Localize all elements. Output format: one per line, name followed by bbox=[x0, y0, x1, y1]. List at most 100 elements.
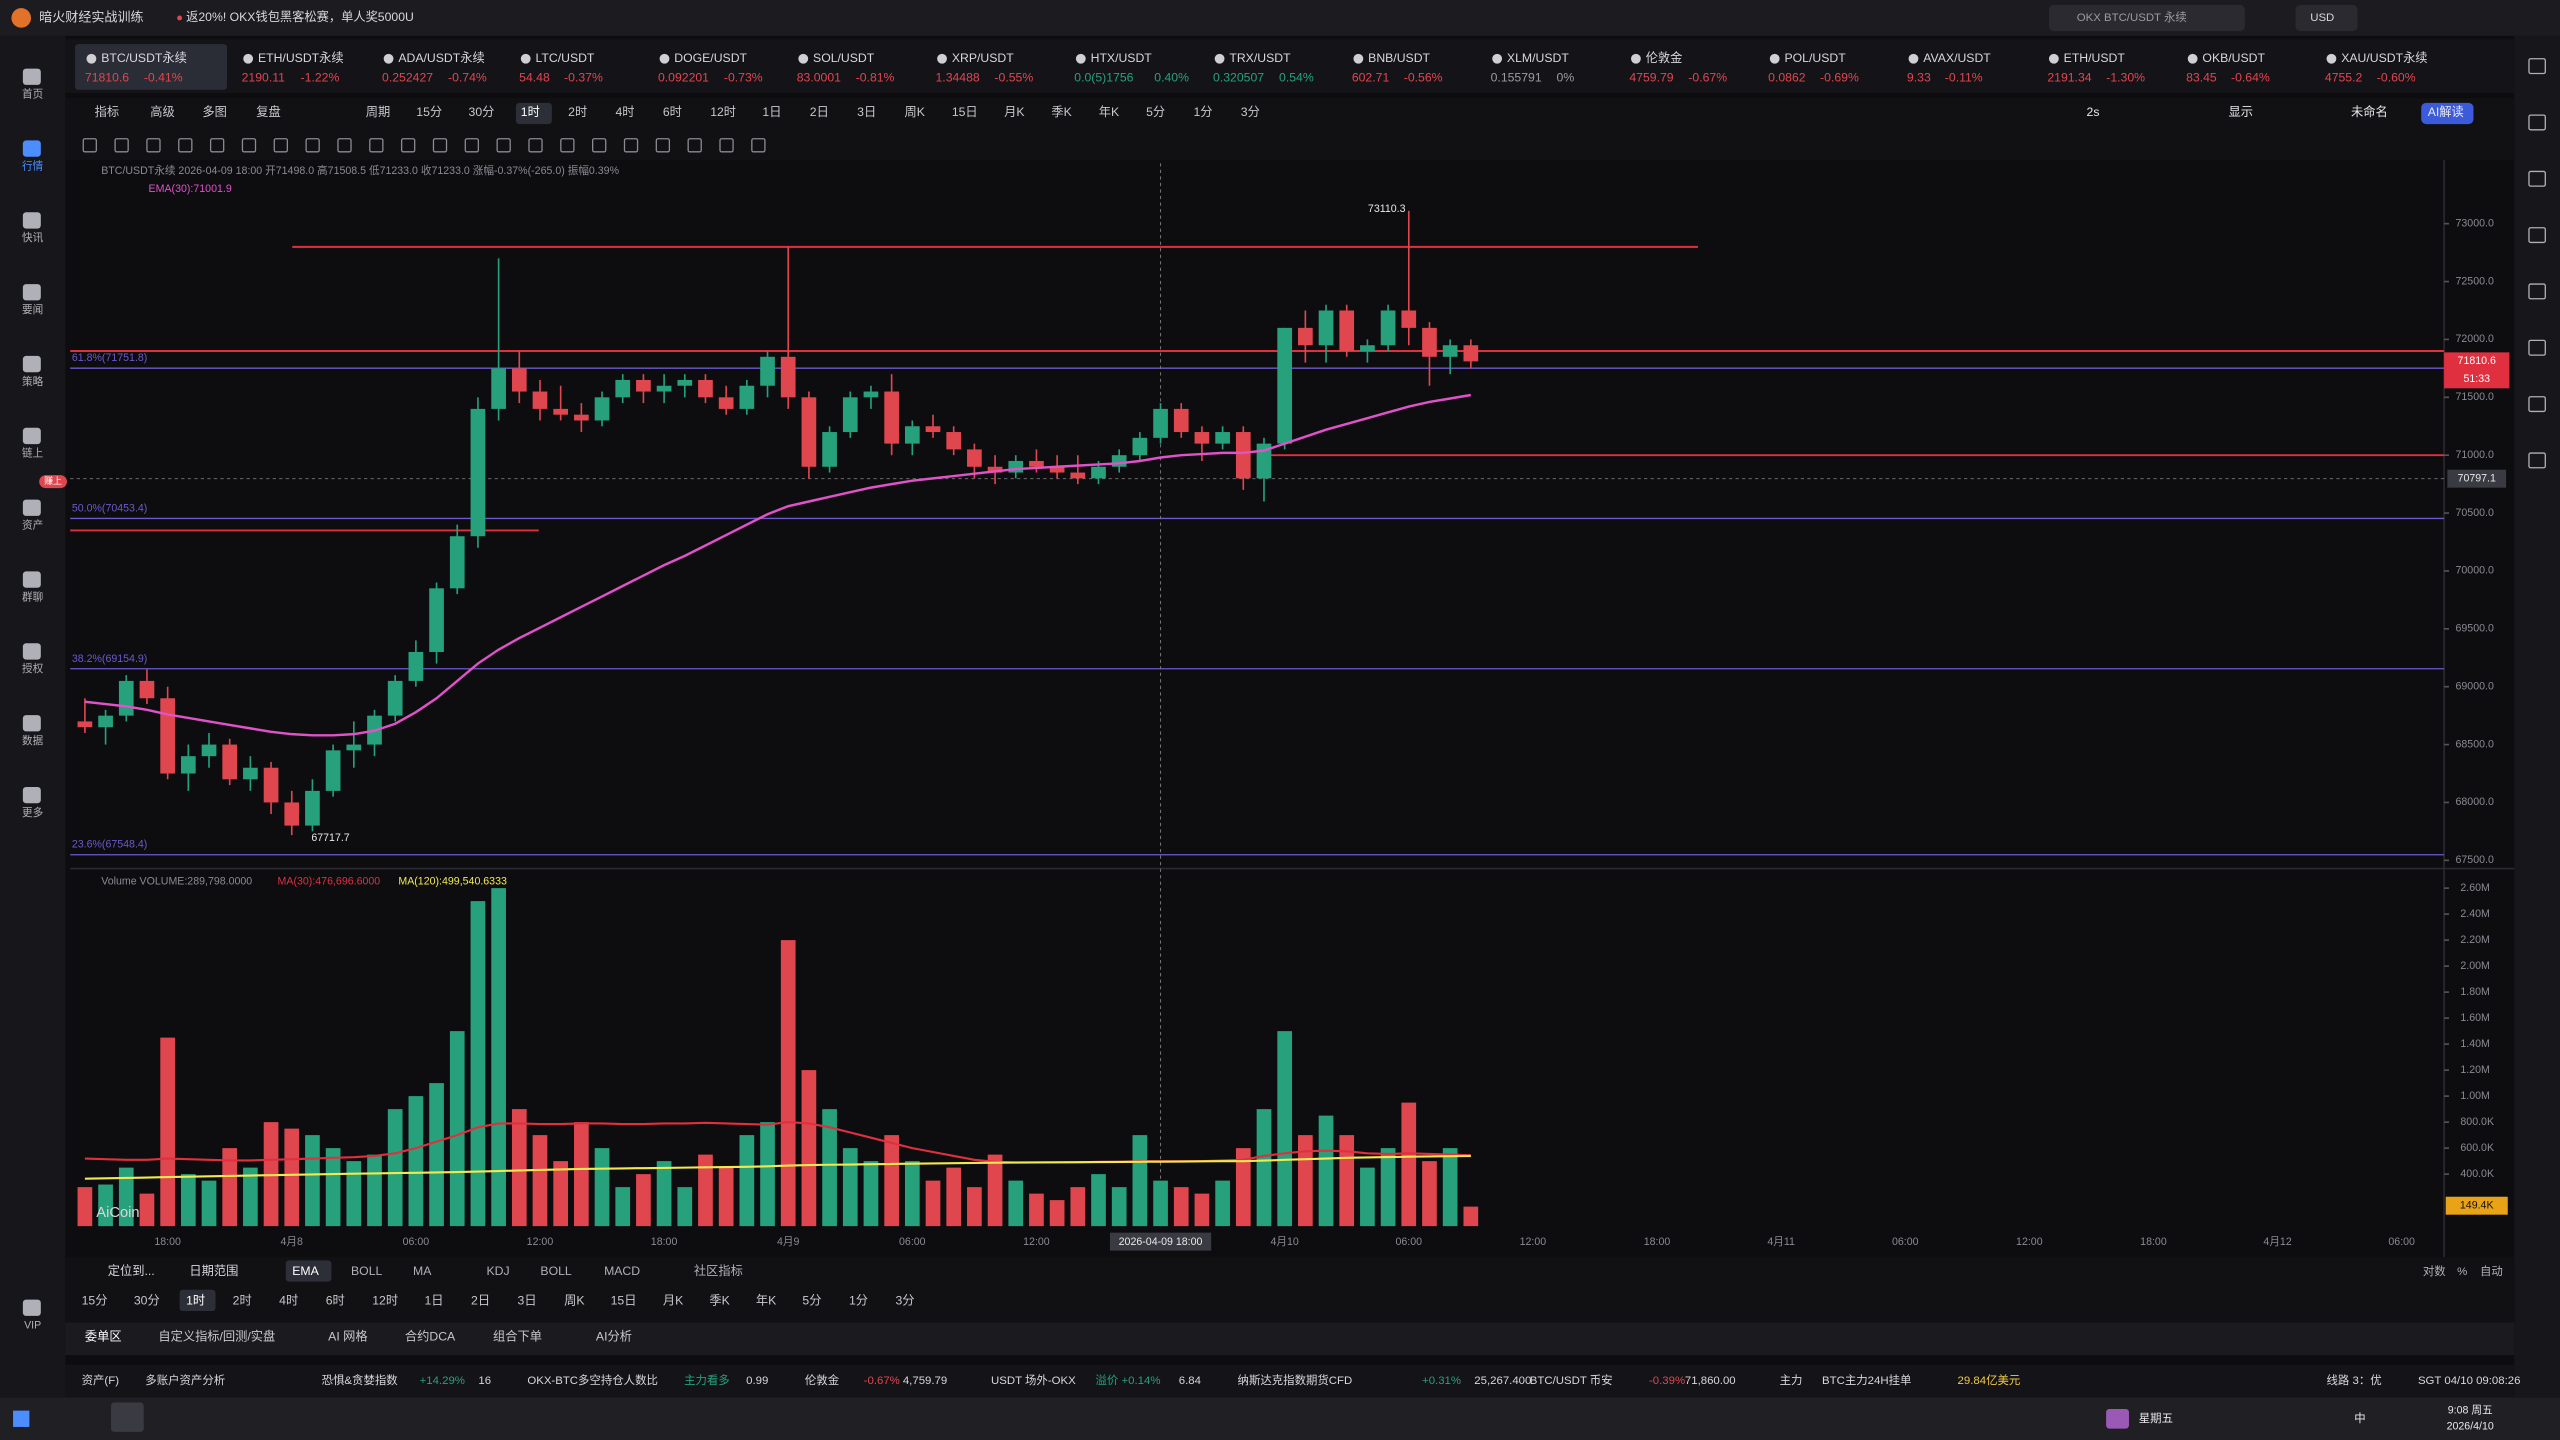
timeframe-button[interactable]: 15日 bbox=[611, 1293, 637, 1307]
indicator-row-item[interactable]: 日期范围 bbox=[189, 1264, 238, 1278]
tab[interactable]: AI 网格 bbox=[328, 1328, 367, 1343]
drawing-tool-icon[interactable] bbox=[273, 138, 288, 153]
period-button[interactable]: 4时 bbox=[616, 105, 635, 119]
timeframe-button[interactable]: 15分 bbox=[82, 1293, 108, 1307]
sidebar-icon[interactable] bbox=[22, 1299, 41, 1316]
ticker-name[interactable]: 伦敦金 bbox=[1646, 50, 1683, 65]
period-button[interactable]: 2时 bbox=[568, 105, 587, 119]
timeframe-button[interactable]: 周K bbox=[564, 1293, 585, 1307]
scale-option[interactable]: 对数 bbox=[2423, 1264, 2446, 1278]
tab[interactable]: 自定义指标/回测/实盘 bbox=[158, 1328, 275, 1343]
scale-option[interactable]: 自动 bbox=[2480, 1265, 2503, 1278]
ticker-name[interactable]: XLM/USDT bbox=[1507, 51, 1569, 65]
timeframe-button[interactable]: 6时 bbox=[326, 1293, 345, 1307]
sidebar-label[interactable]: 群聊 bbox=[22, 590, 43, 603]
timeframe-button[interactable]: 5分 bbox=[802, 1293, 821, 1307]
ticker-name[interactable]: OKB/USDT bbox=[2202, 51, 2265, 65]
drawing-tool-icon[interactable] bbox=[337, 138, 352, 153]
drawing-tool-icon[interactable] bbox=[178, 138, 193, 153]
drawing-tool-icon[interactable] bbox=[369, 138, 384, 153]
toolbar-item[interactable]: 复盘 bbox=[256, 104, 280, 119]
ticker-name[interactable]: HTX/USDT bbox=[1091, 51, 1153, 65]
sidebar-label[interactable]: 更多 bbox=[22, 806, 43, 819]
period-button[interactable]: 3分 bbox=[1241, 105, 1260, 119]
tab[interactable]: 合约DCA bbox=[405, 1328, 456, 1343]
search-box[interactable] bbox=[2048, 4, 2245, 32]
ticker-name[interactable]: ADA/USDT永续 bbox=[398, 51, 484, 65]
sidebar-label[interactable]: 数据 bbox=[22, 734, 44, 747]
timeframe-button[interactable]: 3分 bbox=[896, 1293, 915, 1307]
drawing-tool-icon[interactable] bbox=[82, 138, 97, 153]
sidebar-label[interactable]: VIP bbox=[24, 1320, 41, 1332]
sidebar-icon[interactable] bbox=[22, 427, 41, 445]
right-sidebar-icon[interactable] bbox=[2528, 396, 2546, 413]
sidebar-label[interactable]: 快讯 bbox=[22, 231, 44, 244]
sidebar-label[interactable]: 行情 bbox=[22, 159, 44, 172]
drawing-tool-icon[interactable] bbox=[687, 138, 702, 153]
sidebar-label[interactable]: 资产 bbox=[22, 519, 43, 532]
drawing-tool-icon[interactable] bbox=[209, 138, 225, 153]
toolbar-right-item[interactable]: 显示 bbox=[2229, 105, 2253, 119]
ticker-selected[interactable] bbox=[75, 44, 227, 90]
sidebar-icon[interactable] bbox=[22, 68, 41, 85]
period-button[interactable]: 1分 bbox=[1193, 105, 1212, 119]
sidebar-label[interactable]: 链上 bbox=[22, 447, 44, 460]
drawing-tool-icon[interactable] bbox=[623, 138, 639, 153]
drawing-tool-icon[interactable] bbox=[528, 138, 543, 153]
ticker-name[interactable]: LTC/USDT bbox=[536, 51, 595, 65]
period-button[interactable]: 15日 bbox=[952, 105, 978, 119]
period-button[interactable]: 月K bbox=[1004, 105, 1025, 119]
currency-text[interactable]: USD bbox=[2310, 12, 2334, 24]
sidebar-icon[interactable] bbox=[22, 715, 41, 732]
timeframe-button[interactable]: 2日 bbox=[471, 1293, 490, 1307]
drawing-tool-icon[interactable] bbox=[400, 138, 416, 153]
drawing-tool-icon[interactable] bbox=[751, 138, 766, 153]
promo-text[interactable]: 返20%! OKX钱包黑客松赛，单人奖5000U bbox=[186, 9, 414, 24]
indicator-button[interactable]: BOLL bbox=[351, 1264, 382, 1278]
period-button[interactable]: 30分 bbox=[469, 105, 495, 119]
timeframe-button[interactable]: 年K bbox=[756, 1293, 777, 1307]
toolbar-item[interactable]: 周期 bbox=[366, 105, 390, 119]
status-item[interactable]: 资产(F) bbox=[82, 1373, 120, 1387]
sidebar-icon[interactable] bbox=[22, 499, 41, 516]
taskbar-app[interactable] bbox=[111, 1402, 144, 1432]
indicator-row-item[interactable]: 定位到... bbox=[108, 1263, 155, 1278]
right-sidebar-icon[interactable] bbox=[2528, 339, 2546, 356]
drawing-tool-icon[interactable] bbox=[241, 138, 257, 153]
toolbar-item[interactable]: 多图 bbox=[202, 105, 226, 119]
drawing-tool-icon[interactable] bbox=[496, 138, 511, 153]
ticker-name[interactable]: BTC/USDT永续 bbox=[101, 51, 187, 65]
right-sidebar-icon[interactable] bbox=[2528, 170, 2546, 187]
sidebar-icon[interactable] bbox=[22, 571, 41, 588]
tab[interactable]: AI分析 bbox=[596, 1329, 632, 1343]
ticker-name[interactable]: XAU/USDT永续 bbox=[2341, 51, 2427, 65]
status-item[interactable]: 多账户资产分析 bbox=[145, 1373, 225, 1387]
sidebar-label[interactable]: 授权 bbox=[22, 662, 44, 675]
drawing-tool-icon[interactable] bbox=[114, 138, 129, 153]
drawing-tool-icon[interactable] bbox=[655, 138, 671, 153]
ticker-name[interactable]: ETH/USDT永续 bbox=[258, 51, 344, 65]
period-button[interactable]: 3日 bbox=[857, 105, 876, 119]
toolbar-right-item[interactable]: AI解读 bbox=[2428, 105, 2464, 119]
drawing-tool-icon[interactable] bbox=[146, 138, 161, 153]
sidebar-icon[interactable] bbox=[22, 355, 41, 373]
sidebar-icon[interactable] bbox=[22, 786, 41, 804]
timeframe-button[interactable]: 1日 bbox=[424, 1293, 443, 1307]
period-button[interactable]: 15分 bbox=[416, 105, 442, 119]
drawing-tool-icon[interactable] bbox=[592, 138, 607, 153]
sidebar-icon[interactable] bbox=[22, 212, 41, 229]
period-button[interactable]: 2日 bbox=[810, 105, 829, 119]
scale-option[interactable]: % bbox=[2457, 1266, 2467, 1278]
timeframe-button[interactable]: 3日 bbox=[518, 1293, 537, 1307]
period-button[interactable]: 12时 bbox=[710, 105, 736, 119]
indicator-button[interactable]: KDJ bbox=[487, 1264, 510, 1278]
sidebar-icon[interactable] bbox=[22, 643, 41, 660]
period-button[interactable]: 1时 bbox=[521, 105, 540, 119]
right-sidebar-icon[interactable] bbox=[2528, 114, 2546, 131]
timeframe-button[interactable]: 1分 bbox=[849, 1293, 868, 1307]
timeframe-button[interactable]: 4时 bbox=[279, 1293, 298, 1307]
drawing-tool-icon[interactable] bbox=[305, 138, 320, 153]
currency-select[interactable] bbox=[2295, 4, 2358, 32]
right-sidebar-icon[interactable] bbox=[2528, 58, 2546, 75]
period-button[interactable]: 周K bbox=[904, 105, 925, 119]
